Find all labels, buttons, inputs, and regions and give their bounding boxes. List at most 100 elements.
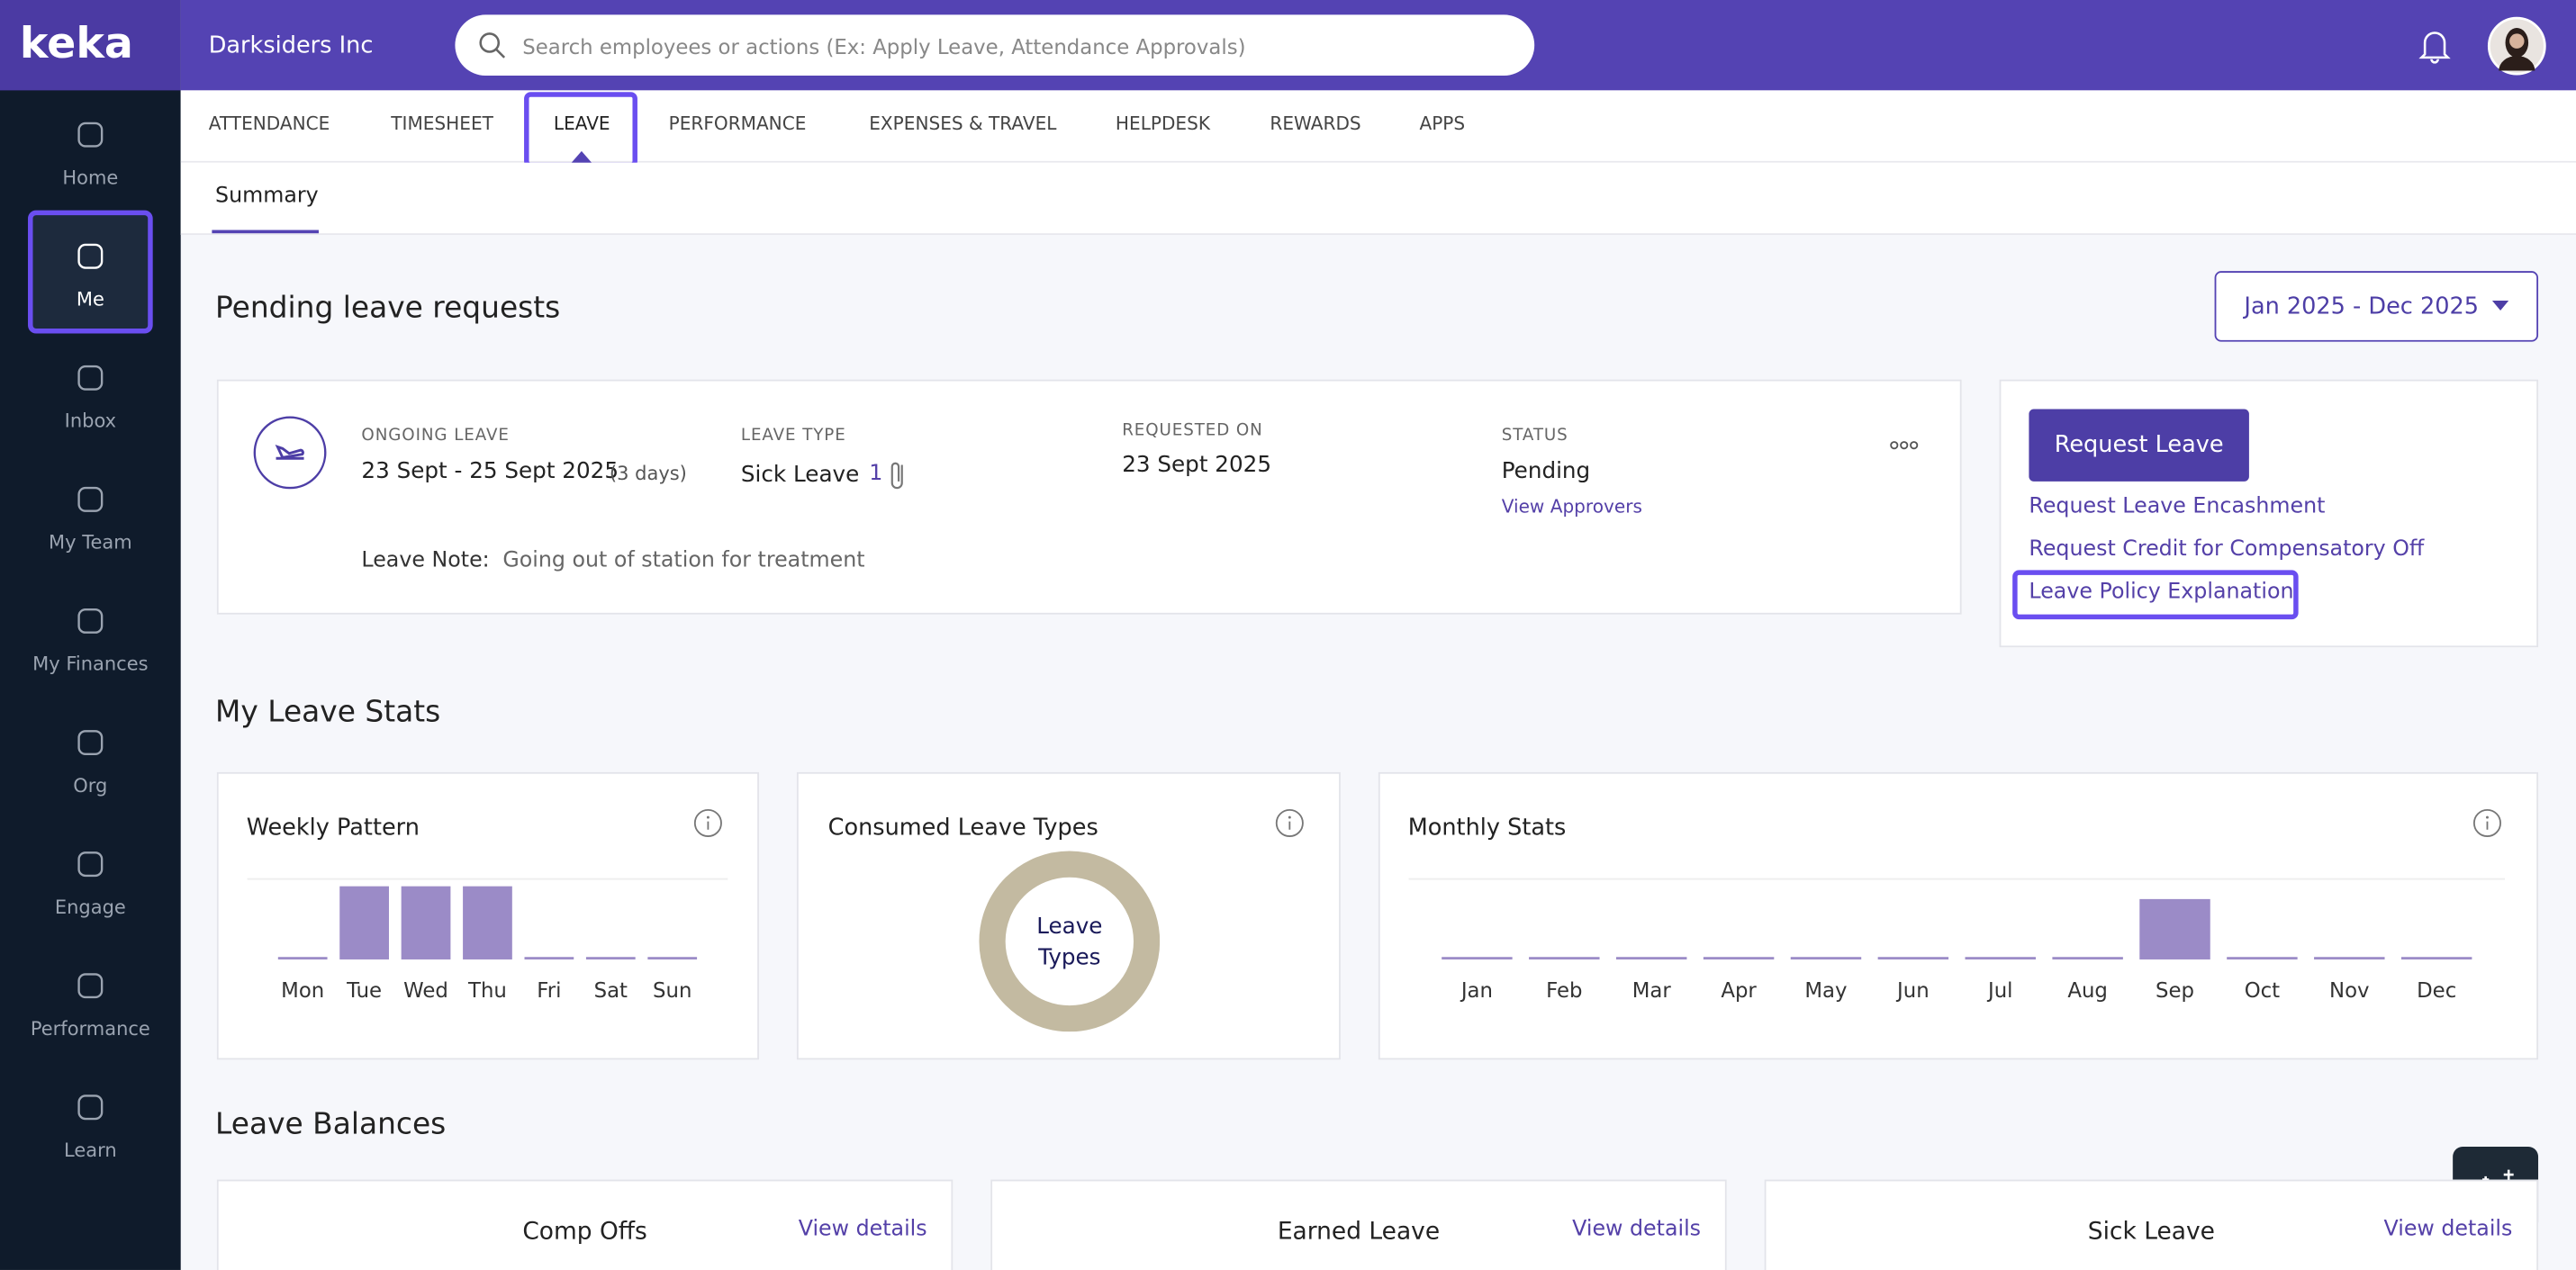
- bar: [2139, 898, 2210, 959]
- weekly-chart: Mon Tue Wed Thu Fri Sat Sun: [247, 878, 728, 1003]
- bar: [1529, 957, 1600, 959]
- tab[interactable]: EXPENSES & TRAVEL: [869, 113, 1057, 135]
- monthly-card: [1378, 771, 2539, 1060]
- status: Pending: [1501, 458, 1591, 485]
- more-button[interactable]: [1889, 438, 1919, 452]
- action-link[interactable]: Leave Policy Explanation: [2029, 580, 2294, 605]
- label: STATUS: [1501, 427, 1568, 446]
- attachment-count[interactable]: 1: [869, 461, 883, 487]
- leave-dates: 23 Sept - 25 Sept 2025: [361, 458, 619, 485]
- sidebar-item[interactable]: Engage: [54, 895, 126, 919]
- label: ONGOING LEAVE: [361, 427, 510, 446]
- action-link[interactable]: Request Credit for Compensatory Off: [2029, 536, 2425, 563]
- leave-request-card: [216, 379, 1962, 615]
- x-tick-label: Sat: [594, 979, 628, 1003]
- note-label: Leave Note:: [361, 548, 490, 574]
- logo-area: [0, 0, 181, 91]
- bell-icon[interactable]: [2418, 28, 2451, 64]
- tab[interactable]: REWARDS: [1270, 113, 1361, 135]
- view-details[interactable]: View details: [798, 1217, 927, 1242]
- bar: [339, 886, 389, 959]
- x-tick-label: May: [1804, 979, 1847, 1003]
- view-details[interactable]: View details: [2383, 1217, 2513, 1242]
- monthly-chart: Jan Feb Mar Apr May Jun Jul Aug Sep Oct Nov Dec: [1408, 878, 2505, 1003]
- sidebar-item[interactable]: My Team: [49, 530, 132, 554]
- subtab-bar: [180, 162, 2576, 236]
- tab[interactable]: TIMESHEET: [391, 113, 493, 135]
- bar: [463, 886, 512, 959]
- x-tick-label: Dec: [2417, 979, 2456, 1003]
- balance-card: [1764, 1179, 2539, 1270]
- sidebar-icon: [77, 851, 104, 878]
- sidebar-icon: [77, 486, 104, 512]
- date-range: Jan 2025 - Dec 2025: [2244, 293, 2479, 320]
- tab-pointer: [570, 150, 593, 165]
- balance-name: Comp Offs: [522, 1219, 647, 1246]
- x-tick-label: Wed: [403, 979, 448, 1003]
- sidebar-icon: [77, 122, 104, 148]
- search-placeholder: Search employees or actions (Ex: Apply L…: [522, 34, 1246, 59]
- avatar[interactable]: [2487, 16, 2546, 76]
- bar: [585, 957, 636, 959]
- bar: [277, 957, 328, 959]
- subtab[interactable]: Summary: [215, 184, 319, 209]
- card-title: Monthly Stats: [1407, 815, 1567, 842]
- info-icon[interactable]: [1275, 808, 1305, 838]
- tab[interactable]: APPS: [1419, 113, 1466, 135]
- section-title: Pending leave requests: [215, 291, 561, 326]
- date-dropdown[interactable]: [2214, 271, 2539, 342]
- label: REQUESTED ON: [1122, 422, 1263, 441]
- tab[interactable]: HELPDESK: [1115, 113, 1211, 135]
- duration: (3 days): [609, 461, 687, 485]
- bar: [401, 886, 451, 959]
- sidebar-icon: [77, 608, 104, 634]
- x-tick-label: Oct: [2245, 979, 2280, 1003]
- tab[interactable]: ATTENDANCE: [208, 113, 330, 135]
- card-title: Weekly Pattern: [246, 815, 420, 842]
- action-link[interactable]: Request Leave Encashment: [2029, 494, 2326, 519]
- x-tick-label: Jun: [1895, 979, 1930, 1003]
- bar: [1615, 957, 1687, 959]
- x-tick-label: Jul: [1986, 979, 2013, 1003]
- sidebar-item[interactable]: Inbox: [64, 409, 117, 433]
- sidebar-item[interactable]: Org: [73, 773, 108, 797]
- caret: [2491, 301, 2509, 311]
- bar: [2052, 957, 2123, 959]
- sidebar-icon: [77, 365, 104, 391]
- bar: [1442, 957, 1513, 959]
- attachment-icon[interactable]: [889, 458, 908, 491]
- sidebar-item[interactable]: My Finances: [32, 652, 149, 676]
- sidebar-icon: [77, 973, 104, 999]
- info-icon[interactable]: [693, 808, 723, 838]
- donut: Leave Types: [979, 851, 1161, 1032]
- bar: [1790, 957, 1862, 959]
- balance-card: [990, 1179, 1727, 1270]
- bar: [647, 957, 698, 959]
- tab[interactable]: PERFORMANCE: [668, 113, 807, 135]
- logo[interactable]: keka: [19, 19, 133, 69]
- view-details[interactable]: View details: [1572, 1217, 1702, 1242]
- info-icon[interactable]: [2472, 808, 2502, 838]
- x-tick-label: Nov: [2329, 979, 2369, 1003]
- x-tick-label: Feb: [1546, 979, 1582, 1003]
- leave-type: Sick Leave: [740, 461, 860, 489]
- sidebar-item[interactable]: Home: [62, 166, 119, 189]
- x-tick-label: Tue: [346, 979, 382, 1003]
- bar: [1877, 957, 1949, 959]
- bar: [2314, 957, 2385, 959]
- tab[interactable]: LEAVE: [553, 113, 610, 135]
- x-tick-label: Mon: [281, 979, 324, 1003]
- tab-bar: [180, 90, 2576, 163]
- x-tick-label: Mar: [1632, 979, 1672, 1003]
- sidebar-item[interactable]: Learn: [64, 1138, 117, 1162]
- view-approvers[interactable]: View Approvers: [1501, 496, 1642, 518]
- sidebar-item[interactable]: Performance: [30, 1016, 150, 1040]
- search-box[interactable]: [455, 14, 1535, 76]
- balance-card: [216, 1179, 954, 1270]
- link-highlight: [2012, 570, 2299, 620]
- request-leave-button[interactable]: Request Leave: [2029, 409, 2249, 482]
- bar: [2227, 957, 2298, 959]
- sidebar-item[interactable]: Me: [76, 287, 104, 311]
